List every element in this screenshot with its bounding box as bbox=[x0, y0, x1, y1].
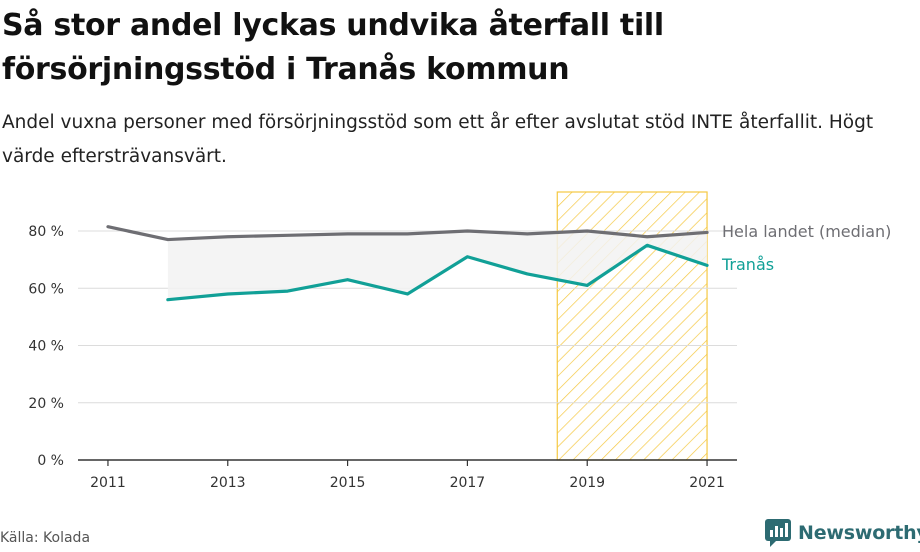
x-tick-label: 2019 bbox=[569, 475, 605, 491]
brand-logo[interactable]: Newsworthy bbox=[764, 518, 920, 548]
lines-layer bbox=[106, 225, 709, 302]
series-label-tranas: Tranås bbox=[721, 255, 774, 274]
x-tick-label: 2011 bbox=[90, 475, 126, 491]
source-note: Källa: Kolada bbox=[0, 530, 91, 546]
x-tick-label: 2021 bbox=[689, 475, 725, 491]
band-layer bbox=[167, 231, 708, 300]
y-tick-label: 60 % bbox=[28, 281, 64, 297]
y-tick-label: 40 % bbox=[28, 339, 64, 355]
y-tick-label: 20 % bbox=[28, 396, 64, 412]
series-line-tranas bbox=[166, 243, 709, 302]
y-tick-label: 80 % bbox=[28, 224, 64, 240]
newsworthy-logo-icon bbox=[765, 519, 791, 547]
series-label-hela-landet: Hela landet (median) bbox=[722, 222, 891, 241]
x-tick-label: 2015 bbox=[330, 475, 366, 491]
difference-band bbox=[167, 231, 708, 300]
chart-subtitle: Andel vuxna personer med försörjningsstö… bbox=[2, 112, 874, 167]
labels-layer: Hela landet (median) Tranås bbox=[721, 222, 891, 274]
x-tick-label: 2017 bbox=[450, 475, 486, 491]
x-tick-label: 2013 bbox=[210, 475, 246, 491]
chart-title: Så stor andel lyckas undvika återfall ti… bbox=[2, 8, 664, 87]
y-tick-label: 0 % bbox=[37, 453, 64, 469]
axes-layer: 0 % 20 % 40 % 60 % 80 % 2011 2013 2015 2017 2019 2… bbox=[28, 224, 737, 491]
brand-name: Newsworthy bbox=[798, 522, 920, 544]
